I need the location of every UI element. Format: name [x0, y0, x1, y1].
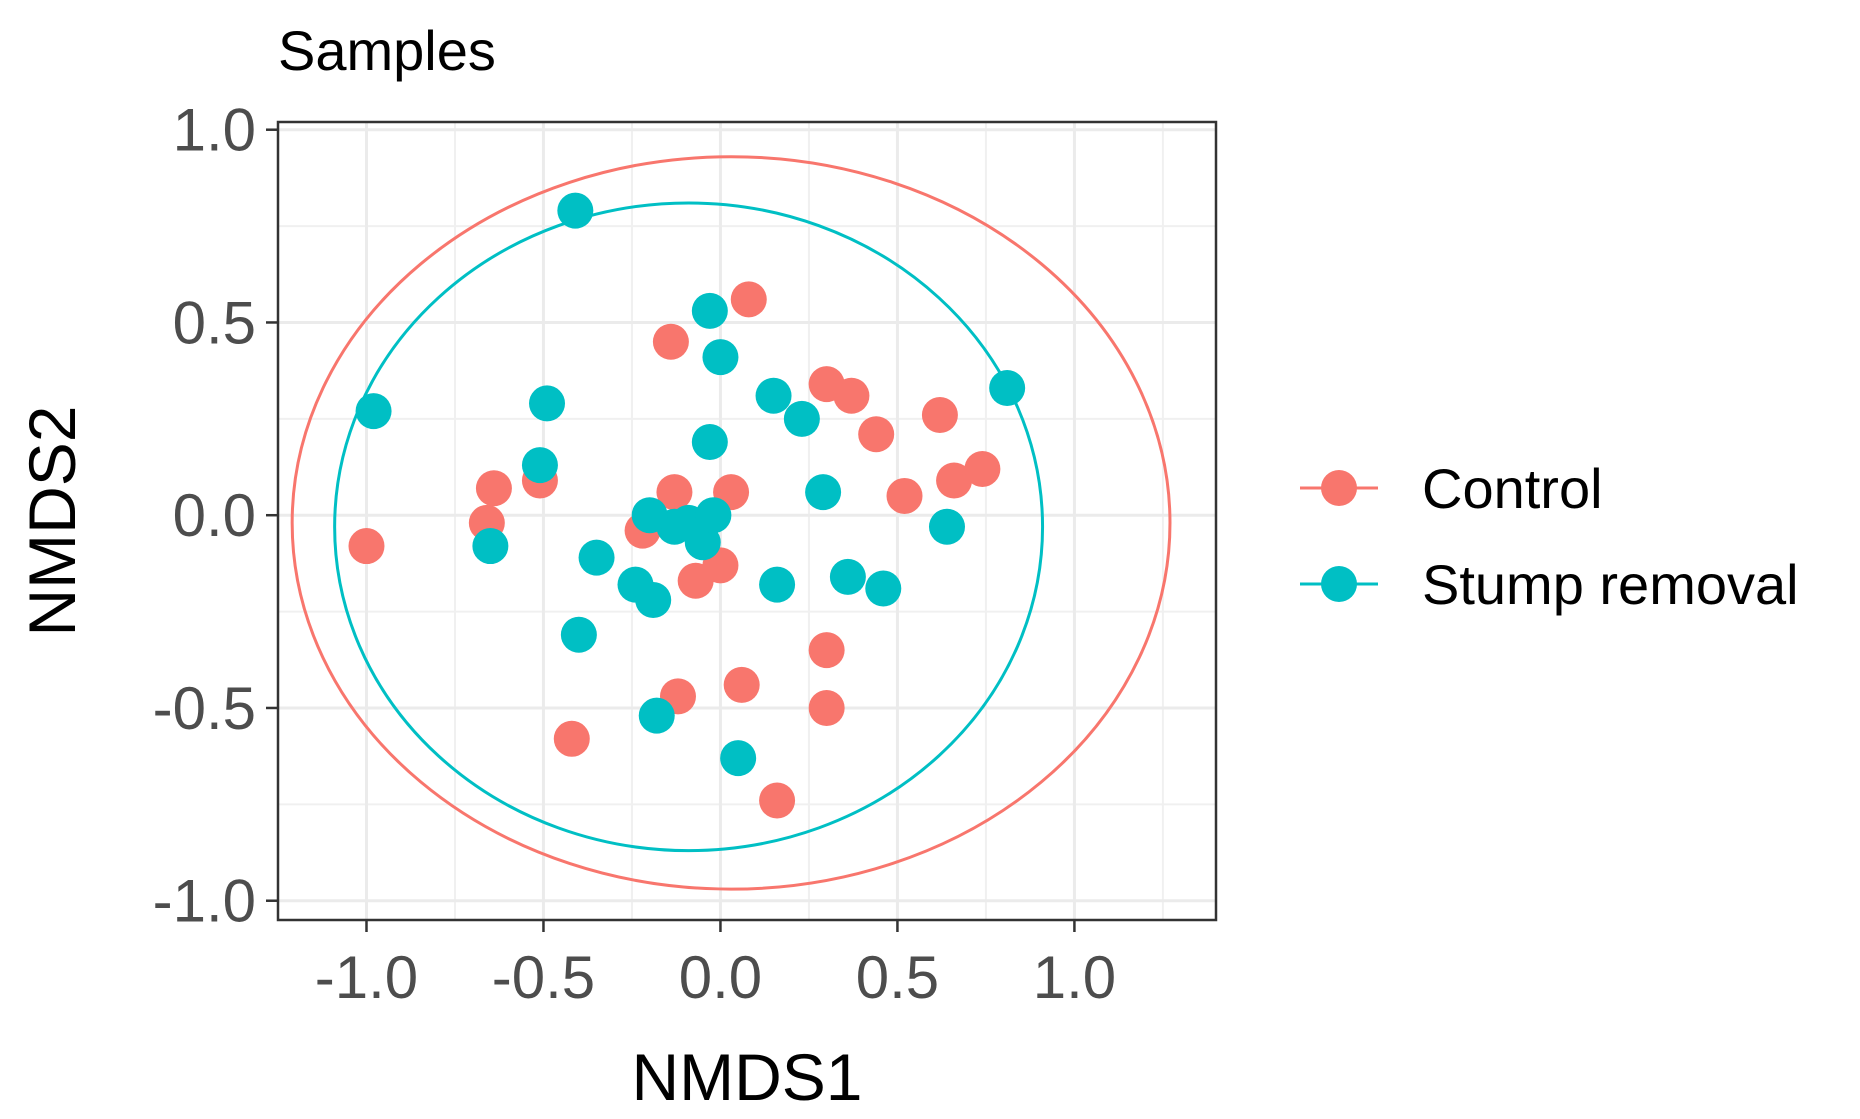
stump-removal-point [691, 423, 728, 460]
x-tick-label: 0.0 [679, 944, 762, 1011]
confidence-ellipses [290, 155, 1172, 891]
chart-title: Samples [278, 19, 496, 82]
control-point [652, 323, 689, 360]
legend: Control Stump removal [1300, 457, 1799, 616]
x-axis-title: NMDS1 [631, 1040, 862, 1114]
control-point [730, 281, 767, 318]
control-point [833, 377, 870, 414]
control-point [475, 470, 512, 507]
control-point [656, 474, 693, 511]
stump-removal-point [829, 558, 866, 595]
y-tick-label: -0.5 [153, 675, 256, 742]
control-point [348, 528, 385, 565]
control-point [759, 782, 796, 819]
stump-removal-point [720, 740, 757, 777]
x-tick-label: 1.0 [1033, 944, 1116, 1011]
stump-removal-point [928, 508, 965, 545]
data-points [348, 192, 1026, 819]
control-point [921, 396, 958, 433]
plot-panel [278, 122, 1216, 920]
stump-removal-point [695, 497, 732, 534]
control-point [858, 416, 895, 453]
stump-removal-point [631, 497, 668, 534]
control-point [886, 477, 923, 514]
x-tick-label: -0.5 [492, 944, 595, 1011]
y-axis-title: NMDS2 [15, 405, 89, 636]
y-tick-label: 0.5 [173, 289, 256, 356]
y-tick-label: 0.0 [173, 482, 256, 549]
stump-removal-point [691, 292, 728, 329]
stump-removal-point [755, 377, 792, 414]
control-point [808, 632, 845, 669]
control-point [808, 689, 845, 726]
legend-key-point-stump-removal [1321, 566, 1357, 602]
legend-key-point-control [1321, 470, 1357, 506]
stump-removal-point [759, 566, 796, 603]
legend-label-stump-removal: Stump removal [1422, 553, 1799, 616]
stump-removal-point [472, 528, 509, 565]
stump-removal-point [638, 697, 675, 734]
axes: -1.0 -0.5 0.0 0.5 1.0 -1.0 -0.5 0.0 0.5 1.0 [153, 97, 1117, 1011]
stump-removal-point [560, 616, 597, 653]
y-tick-label: -1.0 [153, 868, 256, 935]
plot-border [276, 120, 1218, 922]
stump-removal-point [783, 400, 820, 437]
stump-removal-point [702, 339, 739, 376]
control-point [964, 450, 1001, 487]
legend-label-control: Control [1422, 457, 1603, 520]
stump-removal-point [805, 474, 842, 511]
stump-removal-point [521, 447, 558, 484]
stump-removal-point [557, 192, 594, 229]
stump-removal-ellipse [333, 201, 1045, 853]
stump-removal-point [684, 524, 721, 561]
x-tick-label: -1.0 [315, 944, 418, 1011]
stump-removal-point [529, 385, 566, 422]
stump-removal-point [989, 370, 1026, 406]
stump-removal-point [635, 582, 672, 619]
grid [278, 122, 1216, 920]
y-tick-label: 1.0 [173, 97, 256, 164]
control-point [677, 562, 714, 599]
stump-removal-point [355, 393, 392, 430]
stump-removal-point [865, 570, 902, 607]
control-point [723, 666, 760, 703]
x-tick-label: 0.5 [856, 944, 939, 1011]
control-ellipse [290, 155, 1172, 891]
control-point [936, 462, 973, 499]
stump-removal-point [578, 539, 615, 576]
control-point [553, 720, 590, 757]
